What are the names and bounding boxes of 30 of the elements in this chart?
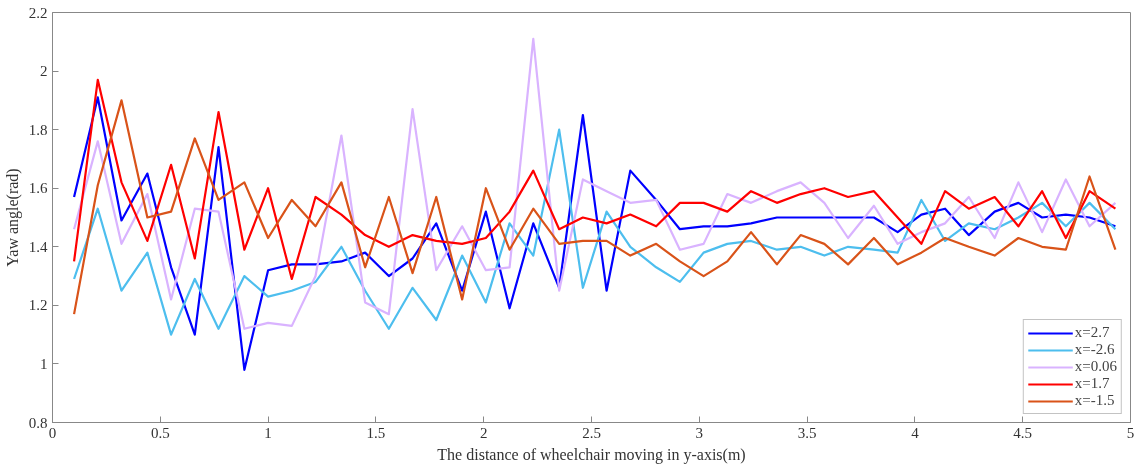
line-series [72, 99, 1117, 316]
y-tick-label: 1.6 [28, 180, 48, 197]
legend-label: x=1.7 [1074, 375, 1110, 392]
legend-label: x=-1.5 [1074, 392, 1115, 409]
x-tick-label: 1.5 [366, 424, 386, 441]
x-tick-label: 4 [911, 424, 920, 441]
x-tick-label: 3.5 [797, 424, 817, 441]
y-tick-label: 1 [40, 355, 48, 372]
line-series [72, 78, 1117, 281]
y-tick-label: 0.8 [28, 414, 48, 431]
y-tick-label: 1.2 [28, 297, 48, 314]
x-tick-label: 2.5 [582, 424, 601, 441]
x-tick-label: 0 [48, 424, 57, 441]
y-tick-label: 1.4 [28, 238, 48, 255]
x-tick-label: 4.5 [1013, 424, 1033, 441]
x-tick-label: 1 [264, 424, 272, 441]
y-tick-label: 2 [40, 63, 48, 80]
line-series [72, 128, 1117, 336]
x-axis-title: The distance of wheelchair moving in y-axis(m) [437, 445, 746, 464]
legend-label: x=0.06 [1074, 358, 1117, 375]
y-tick-label: 2.2 [28, 4, 48, 21]
x-tick-label: 2 [479, 424, 488, 441]
line-series [72, 96, 1117, 371]
x-tick-label: 5 [1126, 424, 1135, 441]
legend-label: x=-2.6 [1074, 341, 1115, 358]
y-axis-title: Yaw angle(rad) [3, 168, 22, 267]
y-tick-label: 1.8 [28, 121, 48, 138]
x-tick-label: 0.5 [150, 424, 170, 441]
x-tick-label: 3 [695, 424, 704, 441]
legend-label: x=2.7 [1074, 324, 1110, 341]
